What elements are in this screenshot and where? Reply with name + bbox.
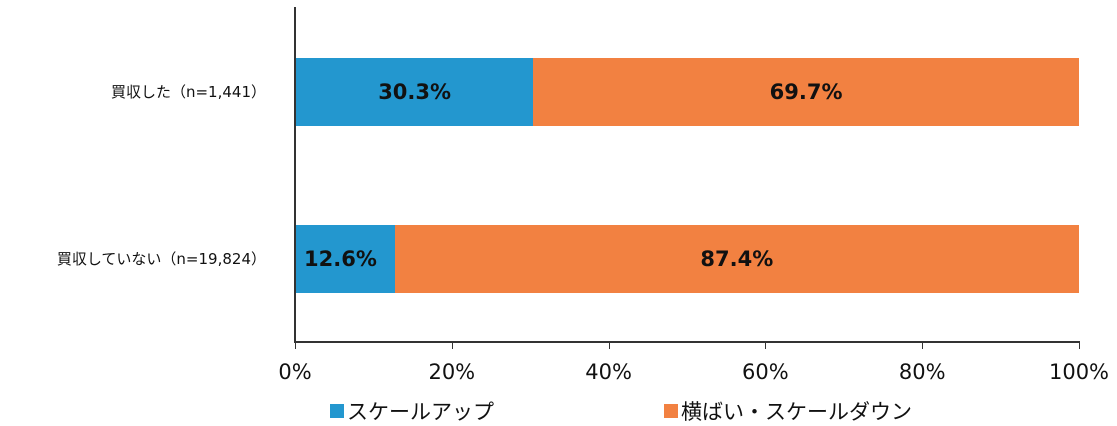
bar-segment-scale-up: 12.6%	[296, 225, 395, 293]
x-tick-label: 0%	[278, 360, 312, 384]
x-tick-label: 40%	[585, 360, 632, 384]
legend-label: 横ばい・スケールダウン	[681, 400, 912, 424]
category-label-not-acquired: 買収していない（n=19,824）	[56, 250, 266, 268]
bar-segment-flat-or-down: 87.4%	[394, 225, 1079, 293]
x-tick	[451, 341, 453, 349]
x-tick	[1079, 341, 1080, 349]
legend-item-flat-or-down: 横ばい・スケールダウン	[664, 396, 912, 426]
bar-not-acquired: 12.6% 87.4%	[296, 225, 1079, 293]
x-tick-label: 80%	[898, 360, 946, 384]
bar-acquired: 30.3% 69.7%	[296, 58, 1079, 126]
legend-swatch-blue-icon	[330, 404, 344, 418]
legend-swatch-orange-icon	[664, 404, 678, 418]
x-tick	[765, 341, 767, 349]
x-tick-label: 20%	[428, 360, 476, 384]
legend-label: スケールアップ	[347, 400, 494, 424]
bar-segment-scale-up: 30.3%	[296, 58, 534, 126]
x-axis-line	[294, 341, 1080, 343]
bar-segment-flat-or-down: 69.7%	[533, 58, 1079, 126]
legend-item-scale-up: スケールアップ	[330, 396, 494, 426]
x-tick	[608, 341, 610, 349]
x-tick	[922, 341, 924, 349]
category-label-acquired: 買収した（n=1,441）	[110, 83, 266, 101]
x-tick-label: 60%	[742, 360, 789, 384]
x-tick-label: 100%	[1048, 360, 1110, 384]
x-tick	[295, 341, 296, 349]
y-axis-line	[294, 7, 296, 343]
